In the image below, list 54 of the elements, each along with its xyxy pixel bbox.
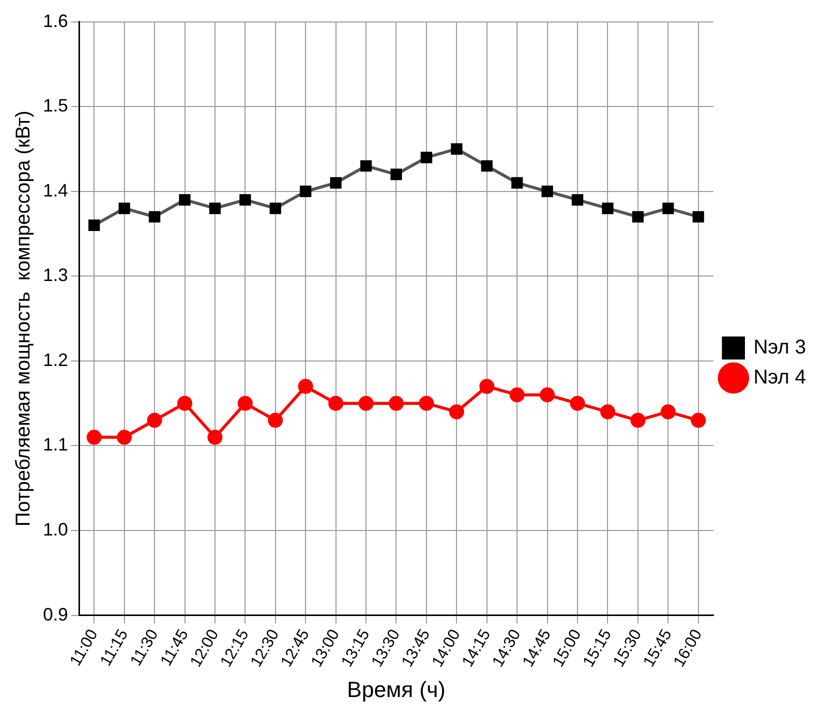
- point: [418, 396, 434, 411]
- y-axis-title: Потребляемая мощность компрессора (кВт): [12, 110, 35, 526]
- y-tick-label: 1.0: [42, 520, 68, 540]
- point: [510, 387, 525, 402]
- point: [449, 404, 464, 420]
- point: [572, 194, 584, 206]
- y-tick-label: 1.3: [42, 265, 68, 286]
- legend-label: Nэл 4: [753, 366, 806, 389]
- point: [662, 202, 674, 214]
- point: [86, 430, 102, 445]
- y-tick-label: 1.2: [42, 350, 68, 370]
- point: [632, 211, 644, 223]
- y-tick-label: 1.6: [42, 10, 68, 31]
- point: [239, 194, 251, 206]
- point: [270, 202, 282, 214]
- point: [118, 202, 130, 214]
- point: [328, 396, 344, 411]
- point: [602, 202, 614, 214]
- point: [179, 194, 190, 206]
- point: [692, 211, 704, 223]
- point: [540, 387, 555, 402]
- point: [330, 177, 342, 189]
- point: [116, 430, 132, 445]
- point: [511, 177, 523, 189]
- point: [420, 152, 432, 164]
- point: [570, 396, 585, 411]
- point: [600, 404, 616, 420]
- point: [390, 168, 402, 180]
- point: [209, 202, 221, 214]
- point: [268, 412, 283, 428]
- legend-label: Nэл 3: [753, 336, 806, 359]
- point: [177, 396, 192, 411]
- point: [207, 430, 222, 445]
- y-tick-label: 1.5: [42, 96, 68, 116]
- x-axis-title: Время (ч): [347, 676, 446, 702]
- point: [542, 186, 554, 198]
- point: [481, 160, 493, 172]
- point: [450, 143, 462, 155]
- point: [298, 378, 314, 394]
- point: [148, 211, 160, 223]
- point: [630, 412, 646, 428]
- point: [358, 396, 374, 411]
- point: [300, 186, 312, 198]
- y-tick-label: 0.9: [42, 604, 68, 624]
- y-tick-label: 1.1: [42, 434, 68, 455]
- point: [479, 378, 494, 394]
- point: [238, 396, 253, 411]
- point: [88, 220, 100, 232]
- point: [388, 396, 404, 411]
- point: [660, 404, 676, 420]
- y-tick-label: 1.4: [42, 180, 68, 200]
- point: [360, 160, 372, 172]
- point: [147, 412, 162, 428]
- point: [690, 412, 706, 428]
